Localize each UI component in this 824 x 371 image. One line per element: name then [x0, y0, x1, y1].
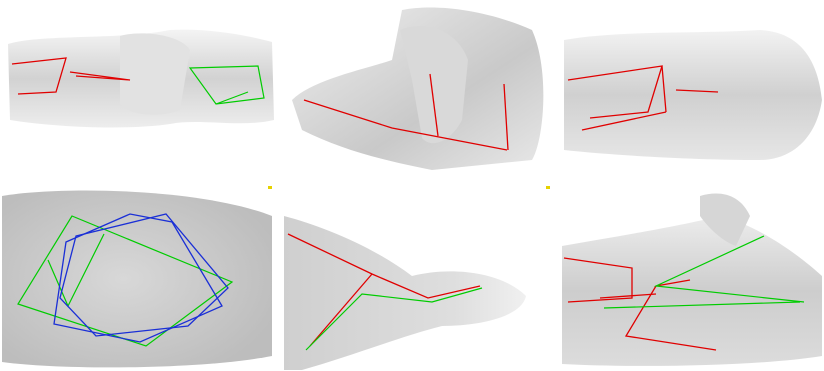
pose-line-green	[17, 215, 234, 347]
pose-line-red	[599, 293, 657, 299]
pose-line-green	[305, 287, 483, 351]
statue-image-2	[292, 7, 544, 170]
pose-line-blue	[53, 213, 223, 343]
pose-line-red	[581, 111, 667, 131]
pose-line-blue	[59, 213, 229, 337]
panel-5	[282, 186, 554, 371]
pose-line-red	[309, 273, 373, 347]
pose-line-red	[655, 279, 691, 287]
pose-line-red	[661, 65, 667, 113]
pose-line-red	[624, 285, 717, 351]
statue-image-6	[562, 193, 822, 366]
panel-1	[0, 0, 275, 185]
panel-2	[282, 0, 554, 185]
statue-image-4	[2, 190, 272, 368]
corner-marker	[546, 186, 550, 189]
panel-6	[560, 186, 824, 371]
pose-line-green	[653, 235, 805, 303]
pose-line-red	[503, 83, 509, 151]
pose-line-red	[567, 65, 663, 119]
pose-line-red	[675, 89, 719, 93]
pose-line-red	[11, 57, 67, 95]
pose-line-red	[287, 233, 481, 299]
pose-line-red	[303, 99, 508, 151]
statue-image-1	[8, 29, 274, 128]
pose-line-red	[429, 73, 439, 137]
panel-4	[0, 186, 275, 371]
pose-line-green	[188, 65, 265, 105]
statue-image-5	[284, 188, 554, 370]
panel-3	[560, 0, 824, 185]
corner-marker	[268, 186, 272, 189]
pose-line-green	[215, 91, 249, 105]
statue-image-3	[564, 30, 822, 160]
pose-line-green	[603, 301, 801, 309]
pose-line-red	[69, 71, 131, 81]
pose-line-red	[563, 257, 633, 303]
